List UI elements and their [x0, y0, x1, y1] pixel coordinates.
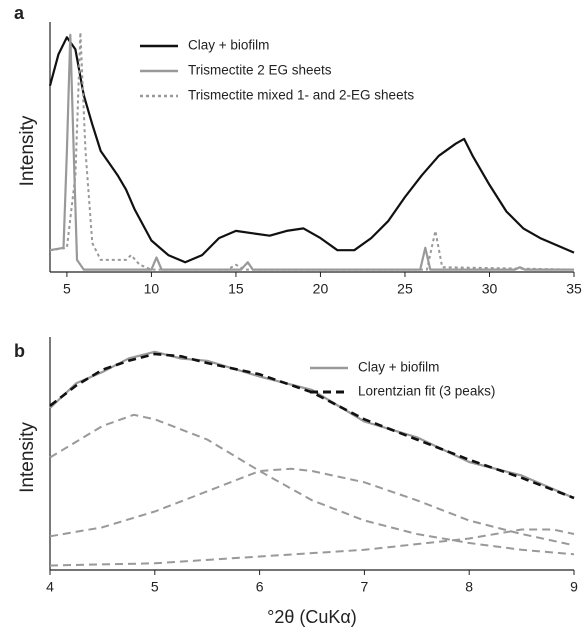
y-axis-label: Intensity — [17, 422, 38, 493]
x-tick-label: 9 — [570, 579, 578, 595]
legend-label: Clay + biofilm — [188, 38, 269, 53]
x-tick-label: 35 — [566, 281, 582, 297]
legend-label: Lorentzian fit (3 peaks) — [358, 384, 495, 399]
panel-label: a — [14, 3, 25, 23]
x-tick-label: 30 — [482, 281, 498, 297]
x-tick-label: 6 — [256, 579, 264, 595]
y-axis-label: Intensity — [17, 115, 38, 186]
x-tick-label: 20 — [313, 281, 329, 297]
legend-label: Clay + biofilm — [358, 360, 439, 375]
series-line — [49, 350, 575, 500]
series-line — [49, 352, 575, 500]
x-tick-label: 4 — [46, 579, 54, 595]
x-tick-label: 10 — [144, 281, 160, 297]
x-tick-label: 7 — [361, 579, 369, 595]
panel-label: b — [14, 341, 25, 361]
legend-label: Trismectite 2 EG sheets — [188, 63, 332, 78]
legend-label: Trismectite mixed 1- and 2-EG sheets — [188, 88, 414, 103]
series-line — [49, 31, 575, 271]
series-line — [49, 467, 575, 547]
series-line — [49, 528, 575, 567]
series-line — [48, 36, 575, 264]
x-tick-label: 15 — [228, 281, 244, 297]
x-tick-label: 8 — [465, 579, 473, 595]
x-axis-label: °2θ (CuKα) — [267, 607, 357, 627]
series-line — [49, 413, 575, 556]
x-tick-label: 25 — [397, 281, 413, 297]
x-tick-label: 5 — [151, 579, 159, 595]
x-tick-label: 5 — [63, 281, 71, 297]
